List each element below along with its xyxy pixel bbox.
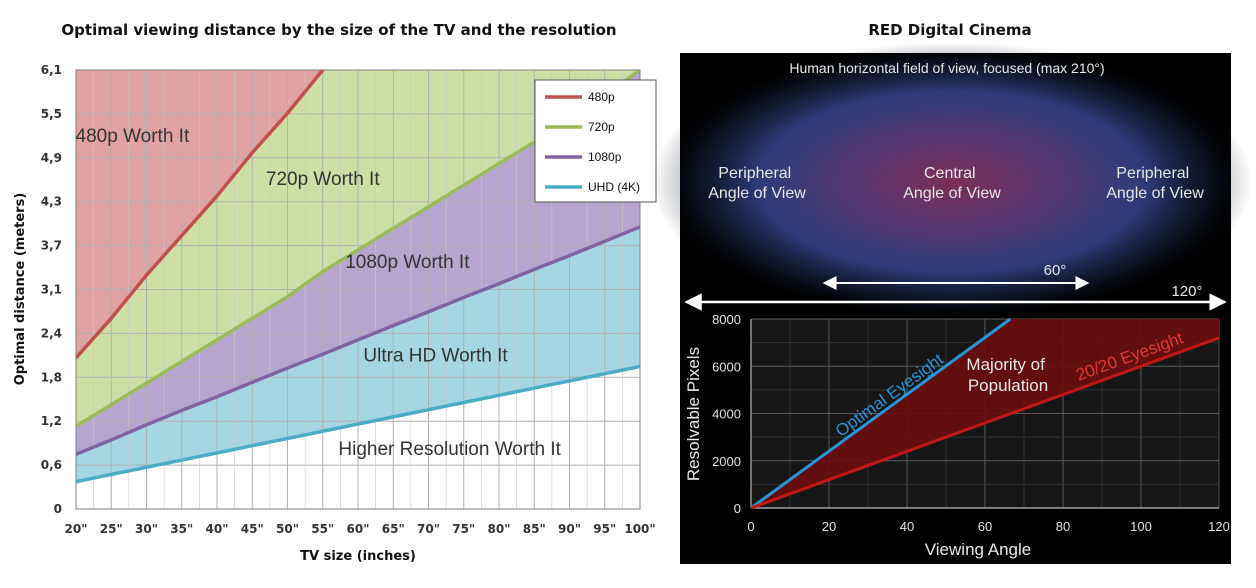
majority-region-fill: [751, 319, 1219, 508]
right-x-tick-label: 60: [978, 519, 992, 534]
legend-entry: 480p: [588, 90, 615, 104]
right-x-tick-label: 0: [747, 519, 754, 534]
peripheral-left-label: Peripheral Angle of View: [708, 165, 806, 202]
central-label: Central Angle of View: [903, 165, 1001, 202]
left-y-tick-label: 3,7: [41, 239, 62, 253]
right-y-tick-label: 2000: [712, 454, 741, 469]
left-y-tick-labels: 0 0,6 1,2 1,8 2,4 3,1 3,7 4,3 4,9 5,5 6,1: [41, 63, 62, 516]
legend-entry: 720p: [588, 120, 615, 134]
region-label: 1080p Worth It: [345, 252, 470, 273]
peripheral-right-label: Peripheral Angle of View: [1106, 165, 1204, 202]
left-x-tick-label: 35": [170, 522, 193, 536]
left-x-tick-label: 20": [65, 522, 88, 536]
left-y-tick-label: 2,4: [41, 326, 62, 340]
left-legend: 480p 720p 1080p UHD (4K): [534, 79, 657, 203]
left-y-tick-label: 1,8: [41, 370, 62, 384]
left-y-tick-label: 1,2: [41, 414, 62, 428]
left-x-tick-label: 45": [241, 522, 264, 536]
field-of-view-title: Human horizontal field of view, focused …: [789, 60, 1104, 76]
right-x-tick-labels: 0 20 40 60 80 100 120: [747, 519, 1229, 534]
field-of-view-glow: [652, 42, 1252, 322]
series-line-480p: [76, 70, 326, 360]
series-line-uhd-4k-: [76, 364, 640, 484]
red-digital-cinema-figure: RED Digital Cinema Human horizontal fiel…: [652, 21, 1252, 564]
left-x-tick-label: 60": [347, 522, 370, 536]
right-x-tick-label: 40: [900, 519, 914, 534]
legend-entry: 1080p: [588, 150, 622, 164]
left-region-labels: 480p Worth It 720p Worth It 1080p Worth It…: [76, 126, 562, 460]
left-chart-title: Optimal viewing distance by the size of …: [61, 21, 616, 39]
series-line-20-20-eyesight: [750, 336, 1220, 510]
right-x-tick-label: 120: [1208, 519, 1230, 534]
right-figure-title: RED Digital Cinema: [868, 21, 1031, 39]
left-y-tick-label: 0: [54, 502, 62, 516]
left-y-axis-label: Optimal distance (meters): [13, 193, 28, 386]
left-x-tick-label: 70": [417, 522, 440, 536]
left-y-tick-label: 4,3: [41, 195, 62, 209]
legend-box: [534, 79, 657, 203]
left-y-tick-label: 5,5: [41, 107, 62, 121]
left-x-tick-label: 25": [100, 522, 123, 536]
left-x-tick-label: 85": [523, 522, 546, 536]
left-x-tick-label: 30": [135, 522, 158, 536]
left-x-tick-label: 80": [488, 522, 511, 536]
series-line-optimal-eyesight: [750, 317, 1012, 510]
right-series-lines: [750, 317, 1220, 510]
left-x-tick-label: 90": [558, 522, 581, 536]
right-y-tick-labels: 0 2000 4000 6000 8000: [712, 312, 741, 516]
majority-population-label: Majority of Population: [966, 355, 1049, 395]
left-x-tick-label: 50": [276, 522, 299, 536]
left-x-tick-label: 55": [311, 522, 334, 536]
region-label: Ultra HD Worth It: [363, 345, 508, 366]
left-y-tick-label: 3,1: [41, 283, 62, 297]
right-x-tick-label: 20: [822, 519, 836, 534]
series-line-1080p: [76, 225, 640, 456]
left-x-tick-label: 40": [206, 522, 229, 536]
left-y-tick-label: 0,6: [41, 458, 62, 472]
right-x-tick-label: 80: [1056, 519, 1070, 534]
right-y-tick-label: 4000: [712, 407, 741, 422]
left-x-tick-labels: 20" 25" 30" 35" 40" 45" 50" 55" 60" 65" 70" 75" 80" 8…: [65, 522, 656, 536]
left-y-tick-label: 4,9: [41, 151, 62, 165]
angle-120-label: 120°: [1171, 283, 1202, 300]
left-x-tick-label: 65": [382, 522, 405, 536]
left-plot-frame: [75, 69, 641, 510]
legend-entry: UHD (4K): [588, 180, 640, 194]
right-y-axis-label: Resolvable Pixels: [684, 347, 703, 481]
left-x-tick-label: 100": [624, 522, 655, 536]
right-y-tick-label: 6000: [712, 359, 741, 374]
right-x-axis-label: Viewing Angle: [925, 540, 1032, 559]
left-x-tick-label: 75": [452, 522, 475, 536]
region-label: 480p Worth It: [76, 126, 190, 147]
left-x-axis-label: TV size (inches): [300, 549, 416, 564]
left-x-tick-label: 95": [593, 522, 616, 536]
region-label: 720p Worth It: [266, 169, 380, 190]
majority-fill: [751, 319, 1219, 508]
region-label: Higher Resolution Worth It: [338, 439, 561, 460]
angle-60-label: 60°: [1044, 262, 1067, 279]
viewing-distance-chart: Optimal viewing distance by the size of …: [13, 21, 657, 564]
left-y-tick-label: 6,1: [41, 63, 62, 77]
right-y-tick-label: 8000: [712, 312, 741, 327]
right-x-tick-label: 100: [1130, 519, 1152, 534]
right-y-tick-label: 0: [734, 501, 741, 516]
